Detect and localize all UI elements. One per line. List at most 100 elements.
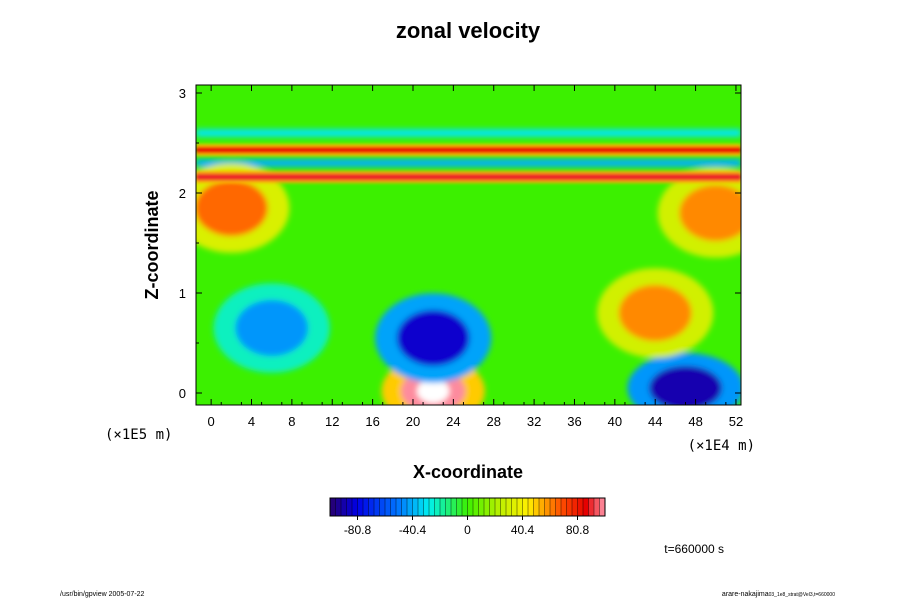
colorbar-cell [440, 498, 446, 516]
footer-right: arare-nakajima03_1e8_strat@Vel3,t=660000 [722, 591, 835, 598]
x-tick-label: 40 [608, 414, 622, 429]
footer-left: /usr/bin/gpview 2005-07-22 [60, 591, 145, 598]
colorbar-cell [528, 498, 534, 516]
jet-layer [196, 144, 741, 183]
colorbar-cell [522, 498, 529, 516]
footer-right-sub: 03_1e8_strat@Vel3,t=660000 [769, 592, 836, 598]
x-tick-label: 16 [365, 414, 379, 429]
colorbar-cell [385, 498, 391, 516]
colorbar-cell [533, 498, 540, 516]
footer-right-main: arare-nakajima [722, 591, 769, 598]
colorbar-cell [577, 498, 584, 516]
colorbar-cell [445, 498, 452, 516]
colorbar-cell [379, 498, 386, 516]
x-scale-label: (×1E4 m) [688, 438, 755, 454]
y-tick-label: 1 [179, 286, 186, 301]
colorbar-cell [500, 498, 507, 516]
colorbar-cell [484, 498, 490, 516]
colorbar-cell [478, 498, 485, 516]
colorbar-cell [374, 498, 380, 516]
colorbar-cell [390, 498, 397, 516]
colorbar-cell [352, 498, 358, 516]
colorbar-cell [561, 498, 567, 516]
colorbar: -80.8 -40.4 0 40.4 80.8 [329, 497, 606, 537]
colorbar-ticks: -80.8 -40.4 0 40.4 80.8 [344, 516, 590, 537]
y-tick-label: 3 [179, 86, 186, 101]
field-blob [618, 285, 692, 341]
x-tick-label: 8 [288, 414, 295, 429]
colorbar-cell [407, 498, 413, 516]
colorbar-cell [539, 498, 545, 516]
y-tick-label: 0 [179, 386, 186, 401]
colorbar-cell [544, 498, 551, 516]
jet-band-core [196, 146, 741, 154]
colorbar-cell [550, 498, 556, 516]
x-axis-label: X-coordinate [413, 462, 523, 482]
colorbar-cell [566, 498, 573, 516]
x-tick-label: 48 [688, 414, 702, 429]
colorbar-cell [473, 498, 479, 516]
colorbar-cell [434, 498, 441, 516]
colorbar-cell [506, 498, 512, 516]
field-band [196, 129, 741, 137]
x-tick-label: 44 [648, 414, 662, 429]
colorbar-tick-label: 0 [464, 523, 471, 537]
colorbar-cell [462, 498, 468, 516]
colorbar-cell [511, 498, 518, 516]
colorbar-cell [357, 498, 364, 516]
colorbar-cell [330, 498, 336, 516]
x-tick-label: 20 [406, 414, 420, 429]
colorbar-cell [363, 498, 369, 516]
colorbar-cell [335, 498, 342, 516]
colorbar-tick-label: 80.8 [566, 523, 590, 537]
field-blob [235, 300, 309, 356]
colorbar-tick-label: -40.4 [399, 523, 427, 537]
y-axis-ticks: 0 1 2 3 [179, 86, 741, 401]
heatmap-area [196, 85, 741, 405]
chart-title: zonal velocity [396, 18, 541, 43]
y-tick-label: 2 [179, 186, 186, 201]
plot-frame [195, 84, 742, 406]
colorbar-cell [599, 498, 606, 516]
x-tick-label: 24 [446, 414, 460, 429]
colorbar-cells [330, 498, 606, 516]
colorbar-cell [555, 498, 562, 516]
velocity-field [196, 129, 741, 405]
field-blob [196, 180, 268, 236]
colorbar-cell [594, 498, 600, 516]
colorbar-tick-label: -80.8 [344, 523, 372, 537]
field-blob [679, 185, 741, 241]
colorbar-cell [456, 498, 463, 516]
colorbar-cell [401, 498, 408, 516]
colorbar-cell [583, 498, 589, 516]
colorbar-cell [588, 498, 595, 516]
field-band [196, 159, 741, 167]
colorbar-cell [396, 498, 402, 516]
colorbar-cell [412, 498, 419, 516]
colorbar-cell [368, 498, 375, 516]
x-tick-label: 36 [567, 414, 581, 429]
colorbar-cell [429, 498, 435, 516]
colorbar-cell [517, 498, 523, 516]
time-label: t=660000 s [664, 542, 724, 556]
x-tick-label: 4 [248, 414, 255, 429]
y-scale-label: (×1E5 m) [105, 427, 172, 443]
x-tick-label: 28 [486, 414, 500, 429]
colorbar-cell [489, 498, 496, 516]
colorbar-cell [451, 498, 457, 516]
y-axis-label: Z-coordinate [142, 190, 162, 299]
field-blob [396, 310, 470, 366]
x-tick-label: 52 [729, 414, 743, 429]
field-blob [649, 366, 722, 405]
field-blob-peak [417, 378, 450, 404]
colorbar-cell [467, 498, 474, 516]
x-axis-ticks: 0 4 8 12 16 20 24 28 32 36 40 44 48 52 [208, 85, 743, 429]
x-tick-label: 12 [325, 414, 339, 429]
colorbar-cell [495, 498, 501, 516]
colorbar-cell [418, 498, 424, 516]
colorbar-cell [341, 498, 347, 516]
x-tick-label: 0 [208, 414, 215, 429]
jet-band-core [196, 173, 741, 181]
x-tick-label: 32 [527, 414, 541, 429]
